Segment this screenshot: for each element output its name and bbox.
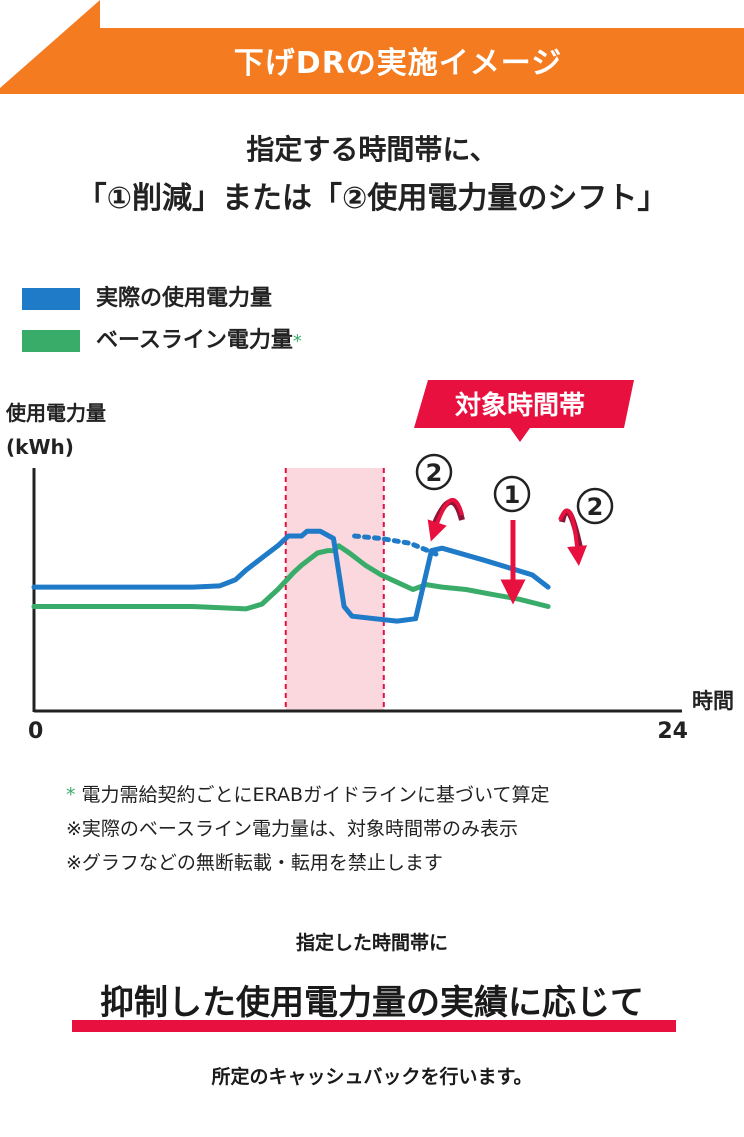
y-axis-label-line1: 使用電力量: [6, 401, 106, 425]
footnote-1-asterisk: *: [66, 784, 76, 806]
target-window-area: [285, 468, 384, 711]
legend-label-baseline-text: ベースライン電力量: [96, 328, 293, 353]
series-line-baseline-dotted: [352, 533, 442, 558]
footer-bigline: 抑制した使用電力量の実績に応じて: [100, 983, 644, 1023]
banner: 下げDRの実施イメージ: [0, 0, 744, 100]
target-window-label: 対象時間帯: [455, 390, 585, 421]
legend-label-baseline: ベースライン電力量*: [96, 326, 302, 357]
annotation-shift-right: 2: [576, 487, 614, 525]
annotation-number-center: 1: [504, 481, 521, 509]
legend-swatch-baseline: [22, 330, 80, 352]
annotation-circle-right: [576, 487, 614, 525]
footer-subline: 指定した時間帯に: [295, 932, 448, 954]
annotation-number-left: 2: [426, 459, 443, 487]
annotation-shift-left: 2: [415, 453, 453, 491]
footnote-2: ※実際のベースライン電力量は、対象時間帯のみ表示: [66, 818, 518, 840]
annotation-circle-center: [493, 475, 531, 513]
shift-right-arrow: [558, 508, 588, 566]
x-tick-start: 0: [28, 719, 43, 744]
footnote-3: ※グラフなどの無断転載・転用を禁止します: [66, 852, 443, 874]
x-axis-label: 時間: [692, 689, 734, 713]
headline-line2: 「①削減」または「②使用電力量のシフト」: [76, 181, 668, 216]
x-tick-end: 24: [657, 719, 688, 744]
footer-bigline-underline: [72, 1020, 676, 1032]
footnote-1: * 電力需給契約ごとにERABガイドラインに基づいて算定: [66, 778, 549, 812]
target-window-callout-shape: [414, 380, 634, 442]
series-line-baseline: [31, 543, 551, 612]
series-line-actual: [31, 528, 551, 624]
annotation-number-right: 2: [587, 493, 604, 521]
y-axis-label-line2: (kWh): [6, 435, 74, 459]
target-window-callout: 対象時間帯: [414, 380, 634, 442]
y-axis-label: 使用電力量 (kWh): [6, 396, 106, 464]
shift-left-arrow: [427, 498, 464, 542]
banner-title: 下げDRの実施イメージ: [233, 46, 563, 81]
annotation-circle-left: [415, 453, 453, 491]
headline-line1: 指定する時間帯に、: [246, 133, 498, 166]
usage-diagram: 対象時間帯 2 1 2 0 24 時間: [28, 380, 734, 744]
legend-swatch-actual: [22, 288, 80, 310]
footnote-1-text: 電力需給契約ごとにERABガイドラインに基づいて算定: [75, 784, 550, 806]
legend-asterisk: *: [292, 331, 302, 352]
annotation-reduction: 1: [493, 475, 531, 513]
legend-label-actual: 実際の使用電力量: [96, 286, 273, 311]
footer-bigline-block: 抑制した使用電力量の実績に応じて: [0, 976, 744, 1036]
footer-closing: 所定のキャッシュバックを行います。: [211, 1066, 533, 1088]
footnotes: * 電力需給契約ごとにERABガイドラインに基づいて算定 ※実際のベースライン電…: [66, 778, 549, 880]
banner-shape: [0, 0, 744, 94]
